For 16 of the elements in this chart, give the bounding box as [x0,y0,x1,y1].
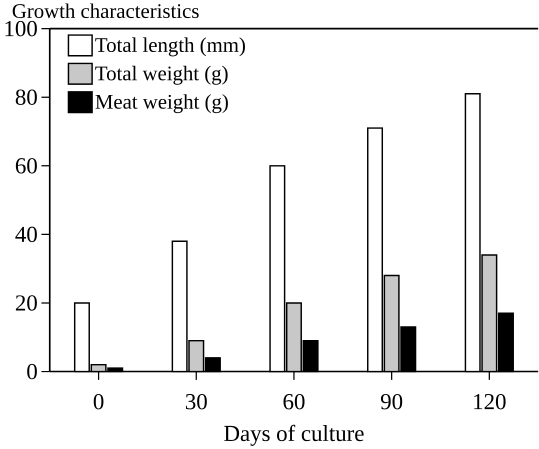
legend-label: Meat weight (g) [96,94,228,113]
y-tick-label: 100 [5,20,37,36]
y-tick-label: 60 [16,158,37,174]
x-tick-label: 120 [474,394,506,410]
legend-label: Total length (mm) [95,37,245,56]
y-axis-title: Growth characteristics [12,3,199,18]
y-tick-label: 20 [16,295,37,311]
x-tick-label: 60 [284,394,305,410]
legend-label: Total weight (g) [95,66,228,85]
x-tick-label: 30 [186,394,207,410]
x-axis-title: Days of culture [224,424,364,446]
x-tick-label: 0 [94,394,104,410]
y-tick-label: 40 [15,226,37,242]
y-tick-label: 80 [16,89,37,105]
y-tick-label: 0 [27,364,37,380]
x-tick-label: 90 [380,394,402,410]
